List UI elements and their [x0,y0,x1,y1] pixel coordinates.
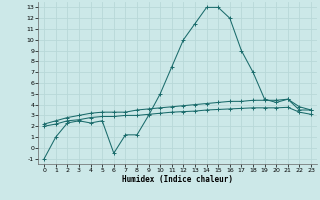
X-axis label: Humidex (Indice chaleur): Humidex (Indice chaleur) [122,175,233,184]
